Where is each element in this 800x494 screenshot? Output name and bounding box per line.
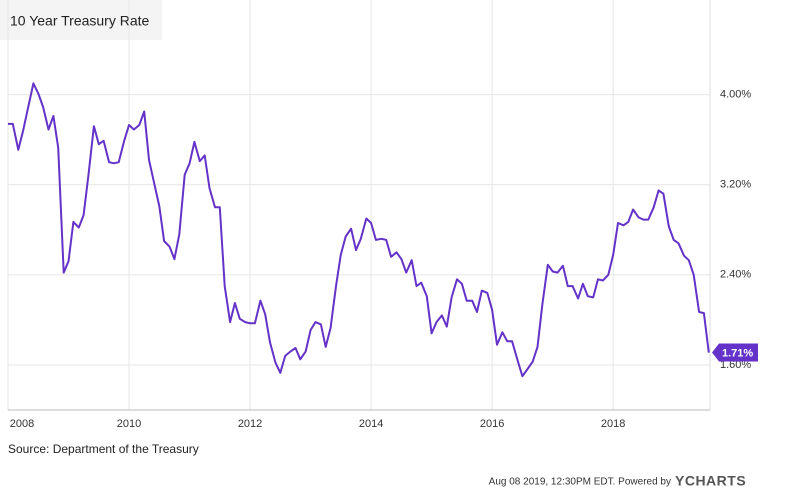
- chart-title: 10 Year Treasury Rate: [10, 13, 150, 29]
- y-tick-label: 2.40%: [720, 269, 751, 281]
- y-tick-label: 4.00%: [720, 89, 751, 101]
- y-tick-label: 1.60%: [720, 359, 751, 371]
- x-tick-label: 2018: [601, 418, 625, 430]
- end-tag: [712, 343, 758, 362]
- x-tick-label: 2016: [480, 418, 504, 430]
- x-tick-label: 2014: [359, 418, 383, 430]
- line-series: [8, 82, 710, 378]
- x-tick-label: 2012: [238, 418, 262, 430]
- x-tick-label: 2010: [117, 418, 141, 430]
- end-label: 1.71%: [722, 347, 753, 359]
- y-tick-label: 3.20%: [720, 179, 751, 191]
- title-box: [0, 0, 162, 40]
- source: Source: Department of the Treasury: [8, 442, 199, 456]
- x-tick-label: 2008: [10, 418, 34, 430]
- brand: YCHARTS: [675, 473, 746, 489]
- timestamp: Aug 08 2019, 12:30PM EDT. Powered by: [489, 477, 671, 488]
